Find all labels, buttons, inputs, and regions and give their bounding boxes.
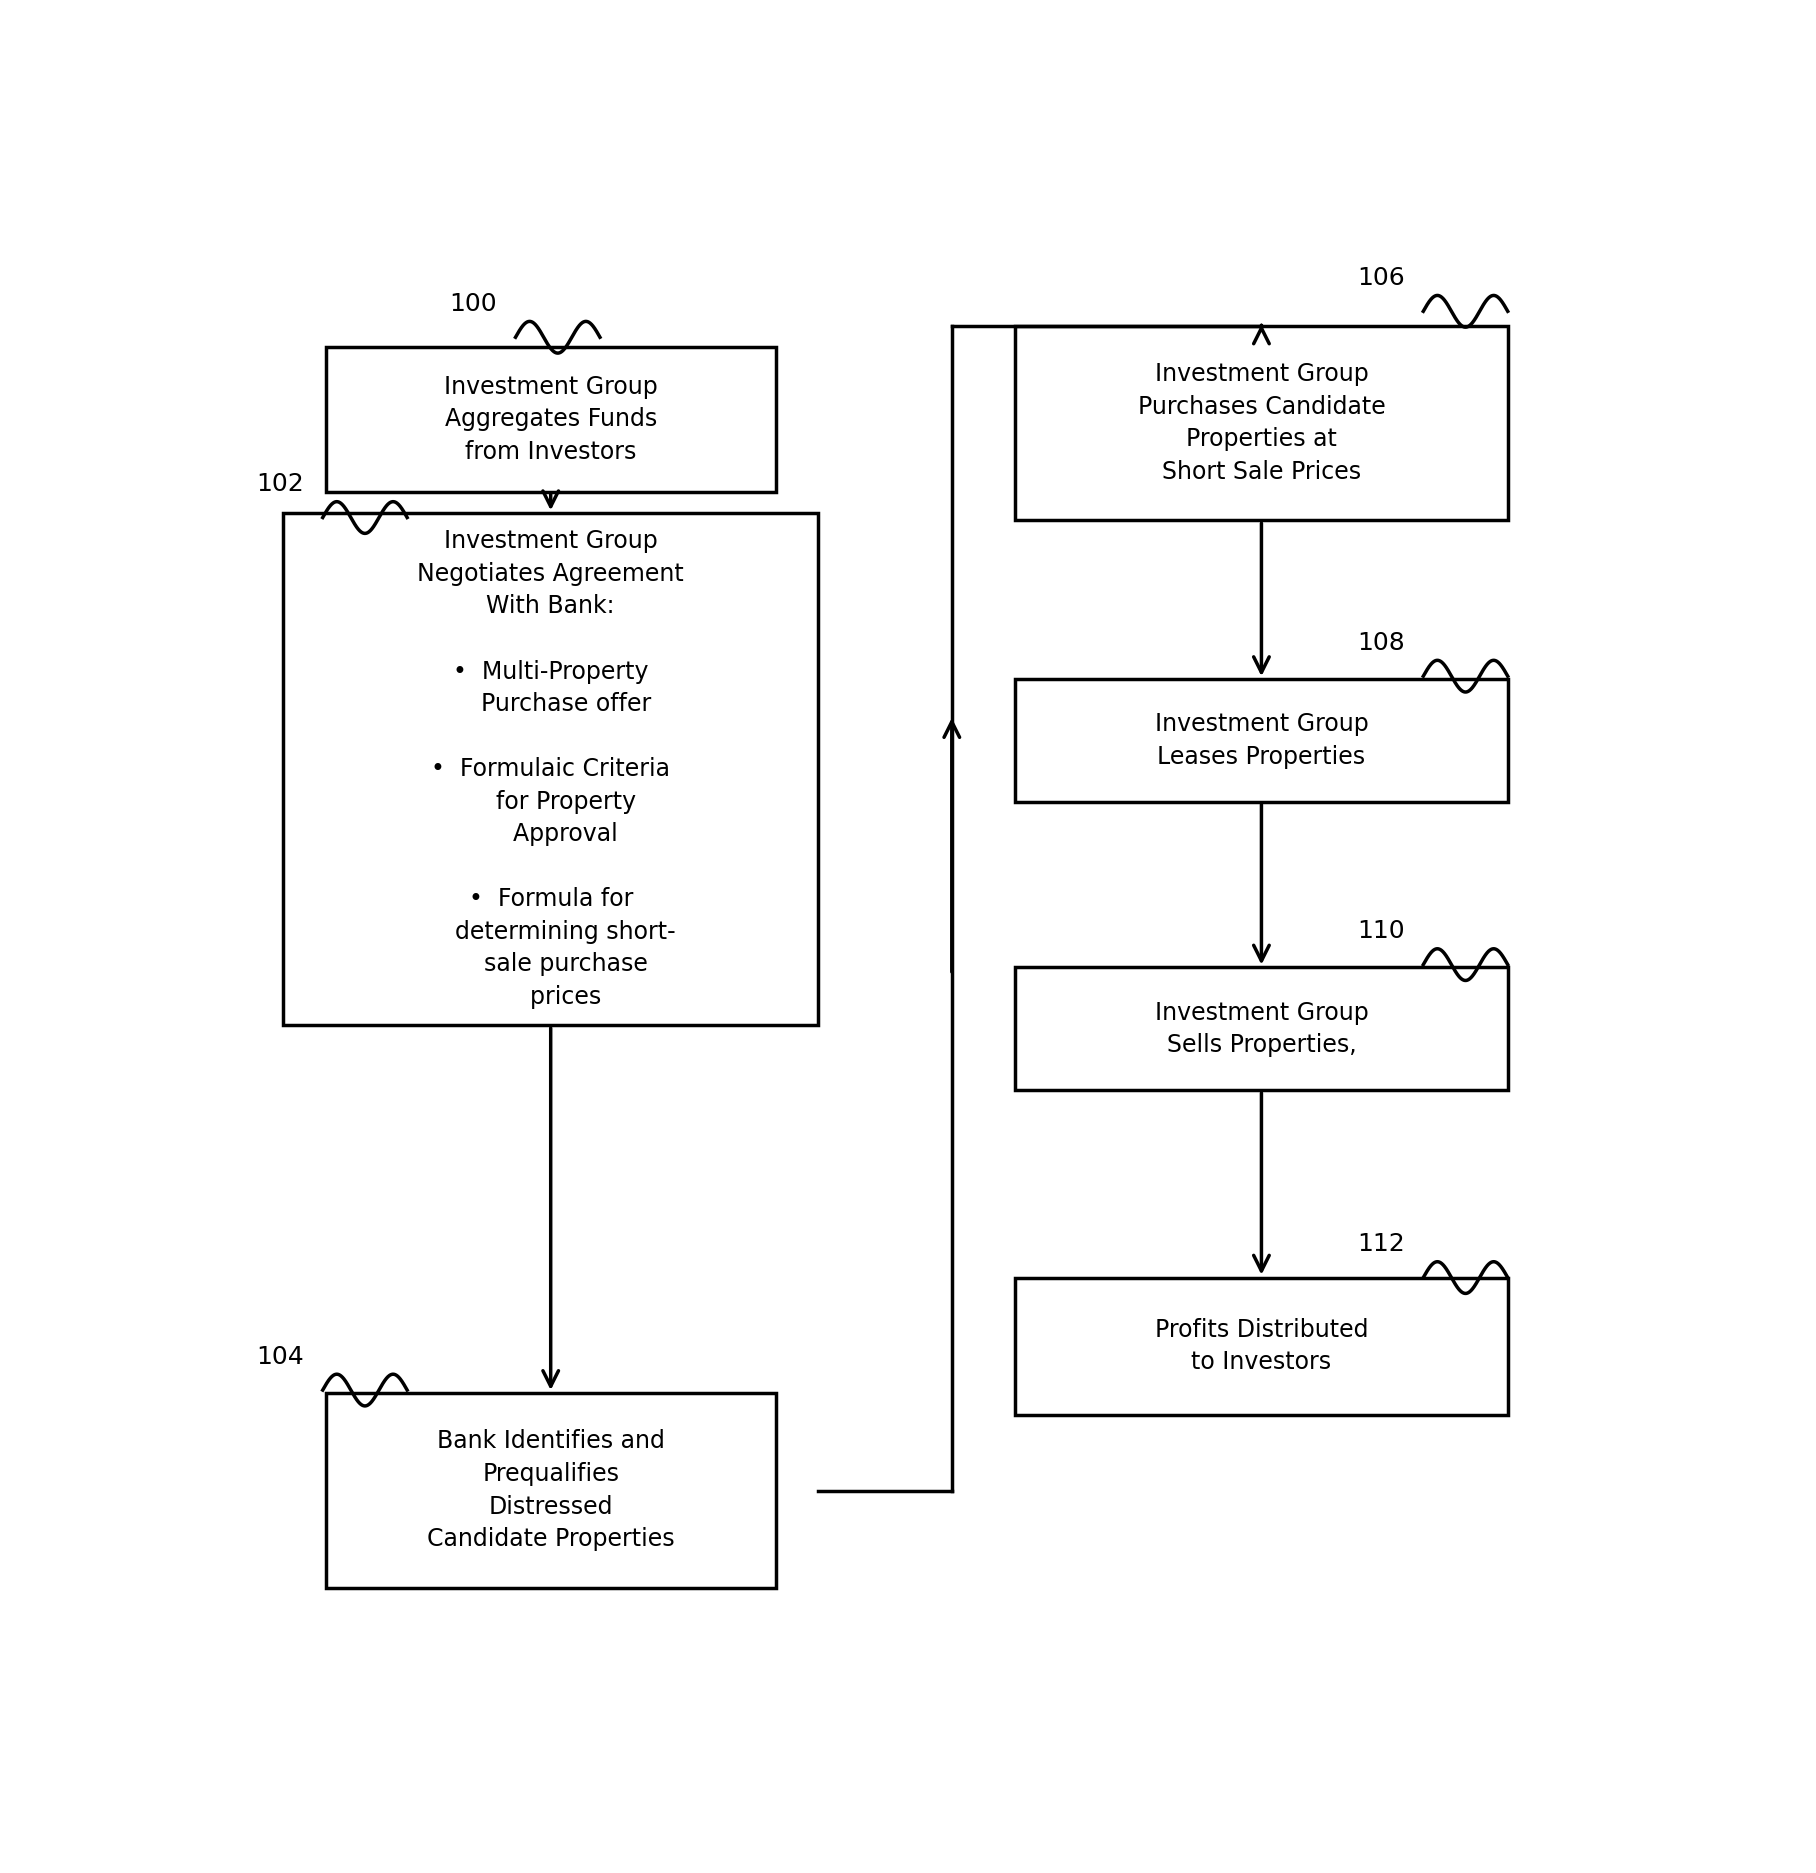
Text: Investment Group
Aggregates Funds
from Investors: Investment Group Aggregates Funds from I… [443,375,657,465]
Text: 108: 108 [1357,631,1406,656]
Text: Investment Group
Sells Properties,: Investment Group Sells Properties, [1155,1000,1367,1056]
FancyBboxPatch shape [283,513,819,1025]
Text: 110: 110 [1357,920,1406,944]
FancyBboxPatch shape [325,347,775,491]
FancyBboxPatch shape [1015,326,1507,521]
Text: Investment Group
Leases Properties: Investment Group Leases Properties [1155,712,1367,768]
Text: 102: 102 [256,472,305,496]
Text: Investment Group
Purchases Candidate
Properties at
Short Sale Prices: Investment Group Purchases Candidate Pro… [1137,361,1386,483]
FancyBboxPatch shape [1015,1277,1507,1414]
Text: 100: 100 [450,292,498,317]
Text: 106: 106 [1357,266,1406,290]
Text: Investment Group
Negotiates Agreement
With Bank:

•  Multi-Property
    Purchase: Investment Group Negotiates Agreement Wi… [418,530,685,1010]
FancyBboxPatch shape [1015,968,1507,1090]
Text: 112: 112 [1357,1232,1406,1257]
FancyBboxPatch shape [325,1394,775,1588]
FancyBboxPatch shape [1015,680,1507,802]
Text: 104: 104 [256,1345,305,1369]
Text: Profits Distributed
to Investors: Profits Distributed to Investors [1155,1319,1367,1375]
Text: Bank Identifies and
Prequalifies
Distressed
Candidate Properties: Bank Identifies and Prequalifies Distres… [427,1429,674,1551]
